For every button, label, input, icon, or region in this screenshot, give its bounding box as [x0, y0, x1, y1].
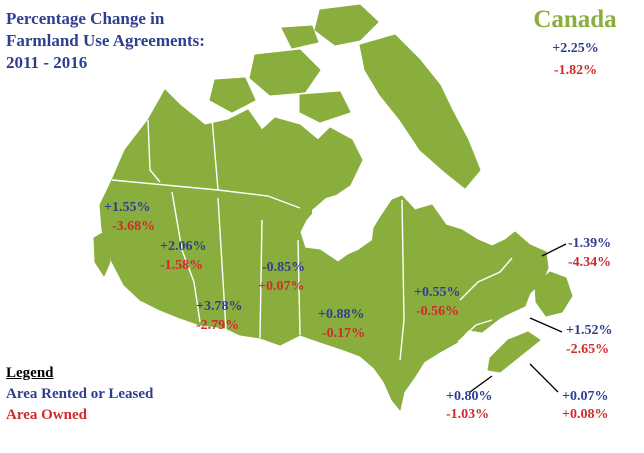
- ellesmere-island: [314, 4, 379, 46]
- region-rented-value: +0.80%: [446, 389, 493, 404]
- arctic-island-4: [281, 25, 319, 49]
- region-rented-value: +1.52%: [566, 323, 613, 338]
- region-rented-value: -1.39%: [568, 236, 612, 251]
- national-label: Canada: [533, 6, 617, 33]
- region-owned-value: -4.34%: [568, 255, 612, 270]
- national-owned-value: -1.82%: [553, 63, 598, 78]
- region-owned-value: -1.58%: [160, 258, 204, 273]
- region-owned-value: -2.65%: [566, 342, 610, 357]
- baffin-island: [359, 34, 481, 189]
- region-owned-value: -3.68%: [112, 219, 156, 234]
- arctic-island-1: [249, 49, 321, 96]
- map-title-line-3: 2011 - 2016: [6, 53, 88, 72]
- region-rented-value: +1.55%: [104, 200, 151, 215]
- legend-owned-label: Area Owned: [6, 407, 87, 423]
- region-rented-value: +2.06%: [160, 239, 207, 254]
- legend-title: Legend: [6, 365, 54, 381]
- map-title-line-1: Percentage Change in: [6, 9, 165, 28]
- region-rented-value: -0.85%: [262, 260, 306, 275]
- legend: Legend Area Rented or Leased Area Owned: [6, 363, 153, 426]
- region-rented-value: +3.78%: [196, 299, 243, 314]
- region-owned-value: +0.08%: [562, 407, 609, 422]
- region-owned-value: +0.07%: [258, 279, 305, 294]
- hudson-bay: [312, 192, 374, 256]
- mainland-canada: [99, 89, 549, 411]
- province-borders: [111, 117, 513, 361]
- map-title: Percentage Change in Farmland Use Agreem…: [6, 8, 256, 74]
- region-owned-value: -0.56%: [416, 304, 460, 319]
- arctic-island-3: [299, 91, 351, 123]
- newfoundland: [534, 271, 573, 317]
- region-owned-value: -0.17%: [322, 326, 366, 341]
- region-owned-value: -1.03%: [446, 407, 490, 422]
- national-rented-value: +2.25%: [552, 41, 599, 56]
- arctic-island-2: [209, 77, 256, 113]
- legend-rented-label: Area Rented or Leased: [6, 386, 154, 402]
- region-rented-value: +0.07%: [562, 389, 609, 404]
- nova-scotia: [487, 331, 541, 373]
- region-rented-value: +0.88%: [318, 307, 365, 322]
- region-rented-value: +0.55%: [414, 285, 461, 300]
- vancouver-island: [93, 231, 111, 277]
- region-owned-value: -2.79%: [196, 318, 240, 333]
- map-title-line-2: Farmland Use Agreements:: [6, 31, 205, 50]
